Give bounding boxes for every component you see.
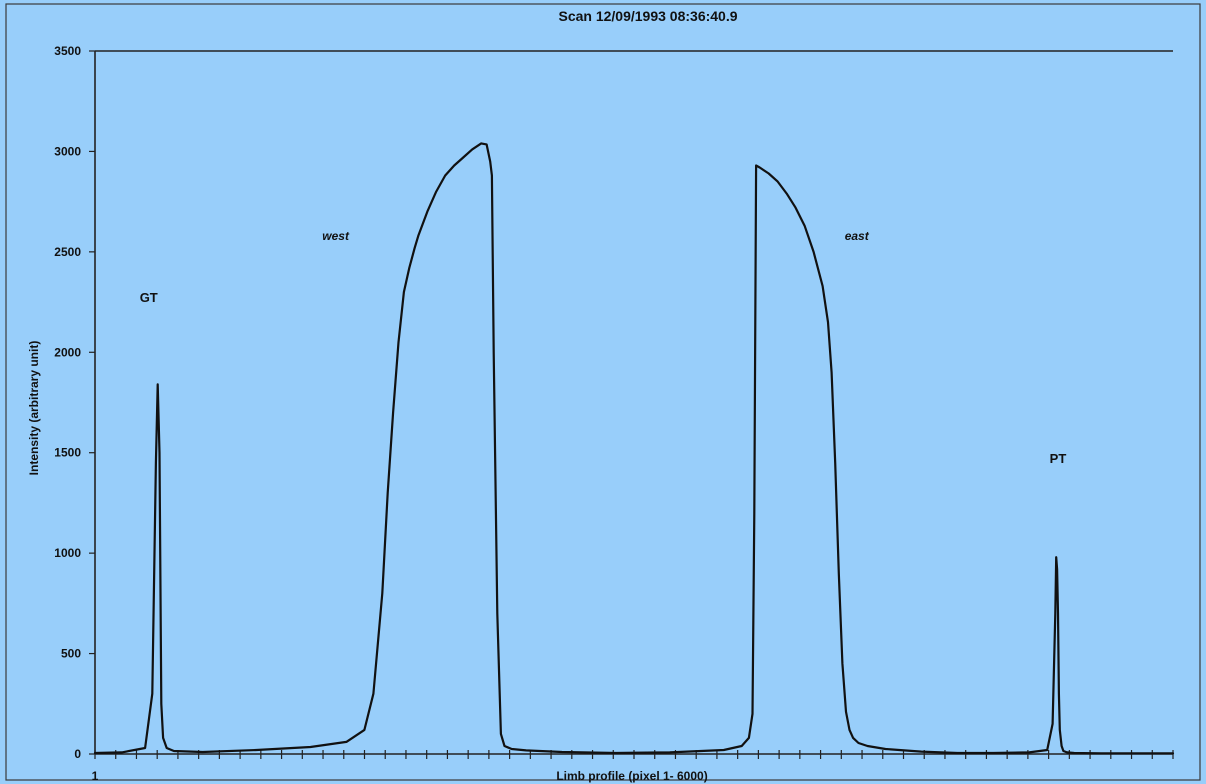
annotation-gt: GT (140, 290, 158, 305)
axes (94, 50, 1173, 755)
annotation-pt: PT (1050, 451, 1067, 466)
ticks: 0 500 1000 1500 2000 2500 3000 3500 (54, 44, 1174, 761)
y-axis-label: Intensity (arbitrary unit) (27, 341, 41, 476)
chart-title: Scan 12/09/1993 08:36:40.9 (558, 8, 737, 24)
annotation-west: west (322, 229, 350, 243)
y-tick-label: 3500 (54, 44, 81, 58)
y-tick-label: 2000 (54, 345, 81, 359)
y-tick-label: 2500 (54, 245, 81, 259)
annotations: GT west east PT (140, 229, 1067, 466)
chart-frame (5, 3, 1201, 781)
annotation-east: east (845, 229, 870, 243)
y-tick-label: 0 (74, 747, 81, 761)
intensity-series-line (93, 142, 1175, 755)
y-tick-label: 1000 (54, 546, 81, 560)
x-axis-label: Limb profile (pixel 1- 6000) (556, 769, 707, 783)
y-tick-label: 500 (61, 647, 81, 661)
x-tick-label-1: 1 (92, 769, 99, 783)
y-tick-label: 3000 (54, 144, 81, 158)
y-tick-label: 1500 (54, 446, 81, 460)
